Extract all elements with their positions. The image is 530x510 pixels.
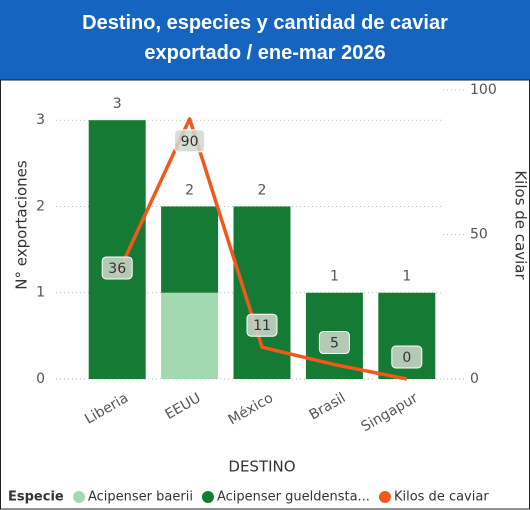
total-label: 2 [258,182,267,198]
x-axis-title: DESTINO [228,458,295,476]
bar-segment [161,206,219,293]
total-label: 1 [330,269,339,285]
data-label: 90 [181,134,199,150]
legend-entry: Acipenser baerii [88,490,193,505]
legend-swatch [73,491,85,503]
data-label-box [101,256,133,280]
y2-tick-label: 0 [470,371,479,387]
data-label: 11 [253,318,271,334]
legend-entry: Kilos de caviar [394,490,489,505]
legend-swatch [201,491,214,503]
y-tick-label: 3 [36,112,45,128]
legend-title: Especie [8,490,64,505]
data-label-box [318,331,350,355]
y-tick-label: 2 [36,198,45,214]
data-label-box [246,313,278,337]
data-label-box [391,345,423,369]
x-tick-label: Brasil [307,390,349,423]
bar-segment [88,120,146,379]
y-tick-label: 1 [36,285,45,301]
legend-entry: Acipenser gueldensta... [217,490,370,505]
x-tick-label: Singapur [359,390,421,435]
y2-axis-title: Kilos de caviar [512,170,530,280]
line [115,117,408,381]
bar-segment [161,292,219,379]
legend-swatch [378,491,391,503]
y-tick-label: 0 [36,371,45,387]
data-label: 5 [330,336,339,352]
total-label: 3 [113,96,122,112]
chart-title: Destino, especies y cantidad de caviar e… [0,0,530,80]
x-tick-label: México [226,390,276,428]
data-label: 36 [108,261,126,277]
data-label: 0 [402,350,411,366]
x-tick-label: Liberia [82,390,131,428]
y2-tick-label: 100 [470,82,497,98]
x-tick-label: EEUU [163,390,204,423]
data-label-box [174,129,206,153]
total-label: 2 [185,182,194,198]
total-label: 1 [402,269,411,285]
y-axis-title: N° exportaciones [13,160,31,290]
y2-tick-label: 50 [470,227,488,243]
